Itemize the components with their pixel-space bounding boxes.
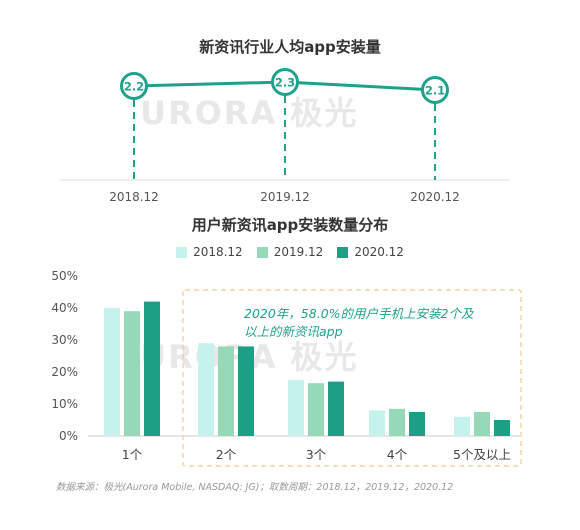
legend-item-2019: 2019.12 (256, 245, 324, 259)
bar-2018-12 (198, 343, 214, 436)
legend-label-2018: 2018.12 (193, 245, 243, 259)
bar-2020-12 (494, 420, 510, 436)
legend-item-2018: 2018.12 (176, 245, 243, 259)
annotation-box (182, 289, 522, 467)
bar-x-tick-label: 2个 (216, 447, 237, 462)
bar-y-tick-label: 20% (51, 365, 78, 379)
line-point (120, 72, 148, 100)
bar-2020-12 (328, 381, 344, 436)
line-point-label: 2.1 (425, 84, 445, 98)
bar-2019-12 (124, 311, 140, 436)
bar-2018-12 (369, 410, 385, 436)
bar-2018-12 (454, 416, 470, 436)
source-note: 数据来源：极光(Aurora Mobile, NASDAQ: JG)；取数周期：… (56, 482, 454, 493)
bar-x-tick-label: 3个 (306, 447, 327, 462)
bar-2018-12 (104, 308, 120, 436)
legend-item-2020: 2020.12 (337, 245, 404, 259)
bar-y-tick-label: 10% (51, 397, 78, 411)
legend-swatch-2019 (256, 246, 268, 258)
bar-2020-12 (144, 301, 160, 436)
bar-legend: 2018.12 2019.12 2020.12 (0, 245, 580, 259)
bar-2018-12 (288, 380, 304, 436)
line-point-label: 2.2 (124, 80, 144, 94)
line-x-tick-label: 2018.12 (109, 190, 159, 204)
bar-2019-12 (218, 346, 234, 436)
bar-y-tick-label: 30% (51, 333, 78, 347)
line-chart-title: 新资讯行业人均app安装量 (199, 38, 381, 56)
legend-label-2020: 2020.12 (354, 245, 404, 259)
bar-y-tick-label: 40% (51, 301, 78, 315)
line-point (271, 68, 299, 96)
line-point (421, 76, 449, 104)
bar-x-tick-label: 5个及以上 (453, 447, 511, 462)
line-x-tick-label: 2020.12 (410, 190, 460, 204)
legend-swatch-2018 (176, 246, 188, 258)
bar-y-tick-label: 0% (59, 429, 78, 443)
bar-x-tick-label: 1个 (122, 447, 143, 462)
bar-2020-12 (409, 412, 425, 436)
bar-2019-12 (308, 383, 324, 436)
bar-y-tick-label: 50% (51, 269, 78, 283)
bar-x-tick-label: 4个 (387, 447, 408, 462)
line-point-label: 2.3 (275, 76, 295, 90)
legend-swatch-2020 (337, 246, 349, 258)
watermark-top: URORA 极光 (140, 94, 359, 132)
bar-2019-12 (474, 412, 490, 436)
bar-2020-12 (238, 346, 254, 436)
bar-chart-title: 用户新资讯app安装数量分布 (191, 216, 389, 234)
line-x-tick-label: 2019.12 (260, 190, 310, 204)
legend-label-2019: 2019.12 (273, 245, 324, 259)
bar-2019-12 (389, 408, 405, 436)
annotation-text: 2020年，58.0%的用户手机上安装2个及以上的新资讯app (244, 306, 474, 339)
